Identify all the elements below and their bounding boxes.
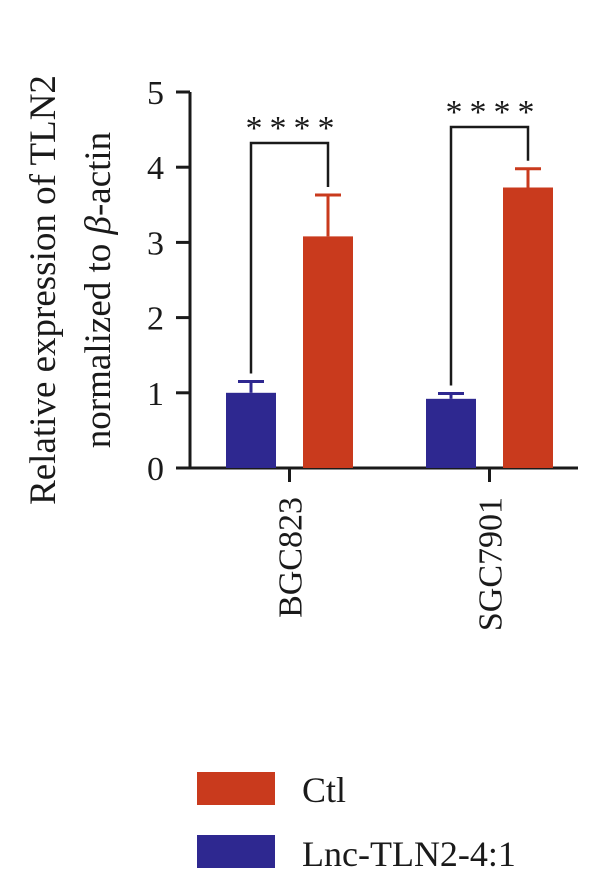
significance-label: **** xyxy=(246,110,342,147)
y-axis-label-line1: Relative expression of TLN2 xyxy=(23,75,64,505)
significance-brackets: **** **** xyxy=(246,94,542,386)
y-axis-ticks: 0 1 2 3 4 5 xyxy=(147,75,190,488)
y-axis-label-suffix: -actin xyxy=(78,132,119,216)
y-tick-label: 1 xyxy=(147,376,164,413)
bars xyxy=(226,167,553,468)
legend-swatch-ctl xyxy=(197,772,275,805)
y-axis-label-beta-symbol: β xyxy=(78,215,119,235)
legend-label-ctl: Ctl xyxy=(302,770,346,810)
bar-lnc-sgc7901 xyxy=(426,398,476,468)
y-tick-label: 2 xyxy=(147,301,164,338)
y-tick-label: 5 xyxy=(147,75,164,112)
bar-lnc-bgc823 xyxy=(226,392,276,468)
y-tick-label: 3 xyxy=(147,225,164,262)
y-tick-label: 4 xyxy=(147,150,164,187)
significance-label: **** xyxy=(446,94,542,131)
legend: Ctl Lnc-TLN2-4:1 xyxy=(197,770,516,874)
bar-ctl-sgc7901 xyxy=(503,187,553,468)
y-axis-label-line2: normalized to β-actin xyxy=(78,132,119,448)
x-category-label: BGC823 xyxy=(273,497,310,618)
y-axis-label-prefix: normalized to xyxy=(78,234,119,448)
x-axis-categories: BGC823 SGC7901 xyxy=(273,468,510,631)
y-tick-label: 0 xyxy=(147,451,164,488)
legend-label-lnc: Lnc-TLN2-4:1 xyxy=(302,834,516,874)
bar-ctl-bgc823 xyxy=(303,236,353,468)
legend-swatch-lnc xyxy=(197,835,275,868)
x-category-label: SGC7901 xyxy=(473,497,510,631)
significance-bracket xyxy=(249,141,330,374)
significance-bracket xyxy=(449,125,530,386)
